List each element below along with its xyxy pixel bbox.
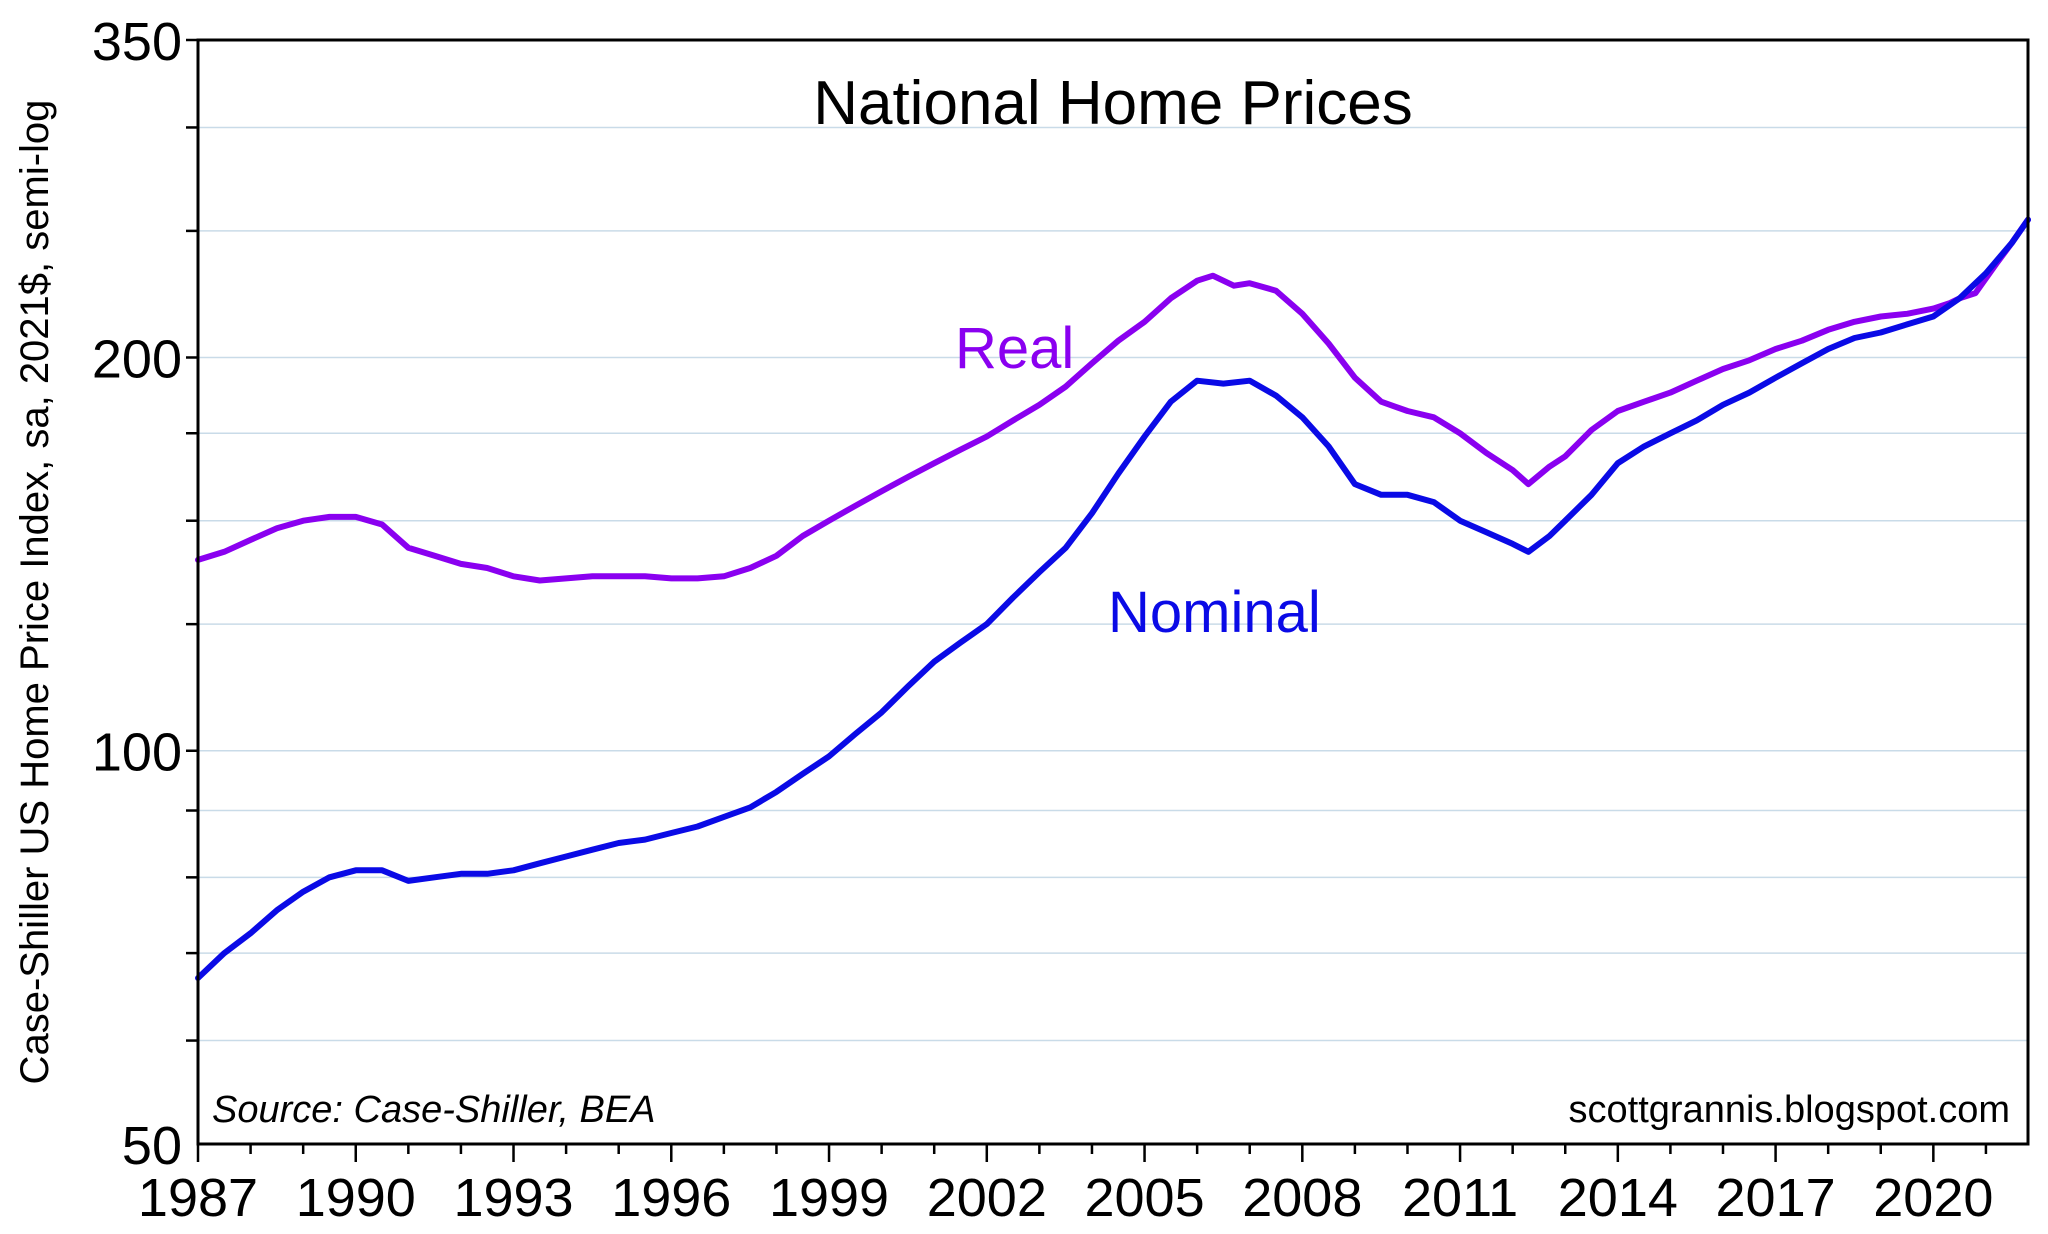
x-tick-label: 1990 <box>296 1168 416 1228</box>
source-note: Source: Case-Shiller, BEA <box>212 1089 656 1131</box>
series-line-real <box>195 216 2031 584</box>
y-axis-label: Case-Shiller US Home Price Index, sa, 20… <box>13 100 57 1085</box>
series-label-real: Real <box>955 316 1074 381</box>
x-tick-label: 2002 <box>927 1168 1047 1228</box>
x-tick-label: 2011 <box>1402 1168 1518 1228</box>
y-tick-label: 200 <box>92 329 182 389</box>
plot-frame <box>196 38 2030 1146</box>
x-tick-label: 2017 <box>1716 1168 1836 1228</box>
x-tick-label: 2020 <box>1873 1168 1993 1228</box>
series-lines <box>195 216 2031 981</box>
x-tick-label: 2005 <box>1084 1168 1204 1228</box>
x-tick-label: 1999 <box>769 1168 889 1228</box>
x-tick-label: 1996 <box>611 1168 731 1228</box>
y-tick-label: 50 <box>122 1116 182 1176</box>
chart-title: National Home Prices <box>813 69 1413 138</box>
watermark: scottgrannis.blogspot.com <box>1569 1089 2010 1131</box>
series-line-nominal <box>195 216 2031 981</box>
x-tick-label: 2014 <box>1558 1168 1678 1228</box>
y-axis: 350 200 100 50 <box>92 12 198 1176</box>
x-axis: 1987 1990 1993 1996 1999 2002 2005 2008 2011 2014… <box>138 1144 1993 1228</box>
x-tick-label: 2008 <box>1242 1168 1362 1228</box>
series-label-nominal: Nominal <box>1108 580 1321 645</box>
y-tick-label: 100 <box>92 723 182 783</box>
y-tick-label: 350 <box>92 12 182 72</box>
x-tick-label: 1993 <box>453 1168 573 1228</box>
x-tick-label: 1987 <box>138 1168 258 1228</box>
